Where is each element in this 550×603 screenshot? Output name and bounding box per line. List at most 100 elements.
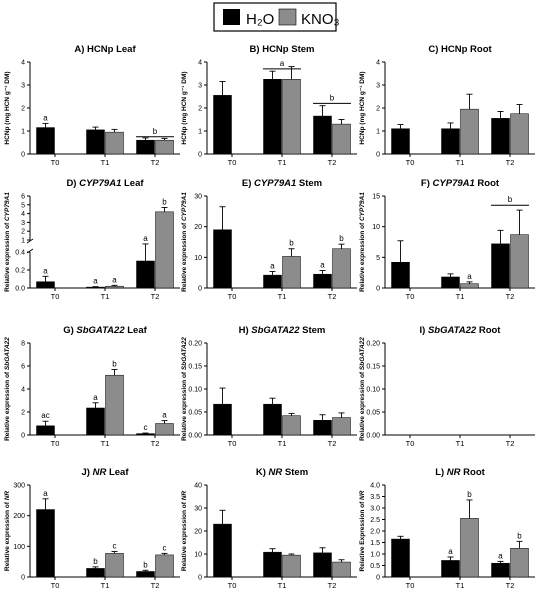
y-tick-label: 0.20: [188, 341, 202, 348]
significance-letter: a: [448, 547, 453, 556]
bar-h2o-T0: [213, 523, 232, 578]
y-axis-label-prefix: Relative expression of: [4, 221, 11, 292]
panel-title-suffix: HCNp Leaf: [87, 44, 136, 55]
panel-L: L) NR Root Relative Expression of NR 0 0.5 1…: [359, 467, 535, 590]
y-tick-label: 4: [198, 60, 202, 67]
x-tick-label: T0: [51, 439, 60, 448]
y-tick-label: 8: [21, 341, 25, 348]
significance-letter: c: [163, 543, 167, 552]
y-axis-label: Relative expression of SbGATA22: [359, 337, 366, 441]
y-tick-label: 15: [372, 194, 380, 201]
y-tick-label: 3: [21, 83, 25, 90]
axis-break-mark: [26, 238, 34, 244]
y-axis-label: Relative expression of CYP79A1: [359, 192, 366, 292]
panel-title: G) SbGATA22 Leaf: [63, 325, 147, 336]
x-tick-label: T0: [51, 292, 60, 301]
significance-letter: b: [143, 560, 148, 569]
y-axis-label-prefix: Relative expression of: [181, 221, 188, 292]
bar-h2o-T2: [491, 118, 510, 155]
bar-h2o-T0: [36, 425, 55, 436]
y-tick-label: 3: [376, 83, 380, 90]
bar-kno3-T1: [105, 553, 124, 578]
panel-title: K) NR Stem: [256, 467, 308, 478]
panel-title-gene: SbGATA22: [428, 325, 477, 336]
panel-title-gene: NR: [447, 467, 461, 478]
significance-letter: a: [270, 261, 275, 270]
y-tick-label: 2: [376, 106, 380, 113]
y-axis-label-gene: NR: [181, 491, 188, 501]
y-tick-label: 20: [194, 224, 202, 231]
x-tick-label: T0: [51, 158, 60, 167]
bar-h2o-T1: [263, 403, 282, 436]
y-tick-label: 4: [21, 211, 25, 218]
y-tick-label: 5: [21, 202, 25, 209]
panel-title-prefix: D): [66, 178, 79, 189]
y-tick-label: 5: [376, 255, 380, 262]
significance-letter: a: [43, 113, 48, 122]
y-tick-label: 30: [194, 194, 202, 201]
bar-kno3-T2: [155, 423, 174, 436]
significance-letter: b: [467, 490, 472, 499]
significance-letter: b: [93, 557, 98, 566]
bar-kno3-T1: [282, 256, 301, 289]
panel-H: H) SbGATA22 Stem Relative expression of S…: [181, 325, 357, 448]
x-tick-label: T2: [328, 292, 337, 301]
y-tick-label: 0.15: [188, 364, 202, 371]
significance-letter: a: [467, 272, 472, 281]
x-tick-label: T1: [456, 581, 465, 590]
y-tick-label: 0.10: [188, 387, 202, 394]
y-tick-label: 2: [21, 229, 25, 236]
y-tick-label: 4: [376, 60, 380, 67]
y-tick-label: 4: [21, 387, 25, 394]
panel-F: F) CYP79A1 Root Relative expression of CY…: [359, 178, 535, 301]
bar-kno3-T2: [510, 234, 529, 289]
y-axis-label: Relative expression of NR: [181, 491, 188, 572]
bar-kno3-T1: [105, 374, 124, 436]
y-axis-label-prefix: Relative expression of: [181, 500, 188, 571]
y-tick-label: 1: [21, 238, 25, 245]
bar-kno3-T2: [332, 417, 351, 436]
bar-h2o-T2: [313, 420, 332, 436]
significance-letter: b: [162, 197, 167, 206]
panel-D: D) CYP79A1 Leaf Relative expression of CY…: [4, 178, 180, 301]
panels: A) HCNp Leaf HCNp (mg HCN g⁻¹ DM) 0 1 2 3 4 T0 a…: [4, 44, 535, 590]
bar-kno3-T2: [155, 211, 174, 289]
bar-h2o-T1: [441, 560, 460, 578]
panel-title-gene: CYP79A1: [254, 178, 296, 189]
panel-title-gene: NR: [93, 467, 107, 478]
x-tick-label: T0: [228, 581, 237, 590]
panel-title-prefix: A): [74, 44, 87, 55]
y-axis-label-gene: NR: [4, 491, 11, 501]
bar-h2o-T1: [86, 286, 105, 289]
bar-h2o-T2: [136, 139, 155, 155]
bar-h2o-T1: [86, 407, 105, 436]
y-tick-label: 20: [194, 529, 202, 536]
bar-h2o-T0: [36, 509, 55, 578]
bar-h2o-T1: [263, 551, 282, 578]
bar-kno3-T1: [460, 283, 479, 289]
x-tick-label: T0: [406, 581, 415, 590]
significance-letter: b: [330, 93, 335, 102]
panel-title-prefix: F): [421, 178, 433, 189]
panel-A: A) HCNp Leaf HCNp (mg HCN g⁻¹ DM) 0 1 2 3 4 T0 a…: [4, 44, 180, 167]
panel-title-prefix: I): [420, 325, 428, 336]
legend-swatch-h2o: [223, 9, 240, 25]
panel-title-suffix: Stem: [282, 467, 308, 478]
y-axis-label-prefix: Relative Expression of: [359, 500, 366, 572]
y-axis-label-gene: SbGATA22: [359, 337, 366, 370]
panel-title-gene: CYP79A1: [433, 178, 475, 189]
x-tick-label: T1: [101, 292, 110, 301]
legend-label-kno3: KNO₃: [301, 11, 340, 28]
bar-h2o-T2: [313, 273, 332, 289]
y-tick-label: 10: [372, 224, 380, 231]
y-axis-label: HCNp (mg HCN g⁻¹ DM): [359, 71, 366, 144]
significance-letter: a: [320, 261, 325, 270]
y-tick-label: 4.0: [370, 483, 380, 490]
y-tick-label: 6: [21, 194, 25, 201]
x-tick-label: T1: [456, 439, 465, 448]
x-tick-label: T2: [151, 581, 160, 590]
y-axis-label-prefix: Relative expression of: [4, 500, 11, 571]
x-tick-label: T0: [51, 581, 60, 590]
bar-kno3-T1: [282, 415, 301, 436]
